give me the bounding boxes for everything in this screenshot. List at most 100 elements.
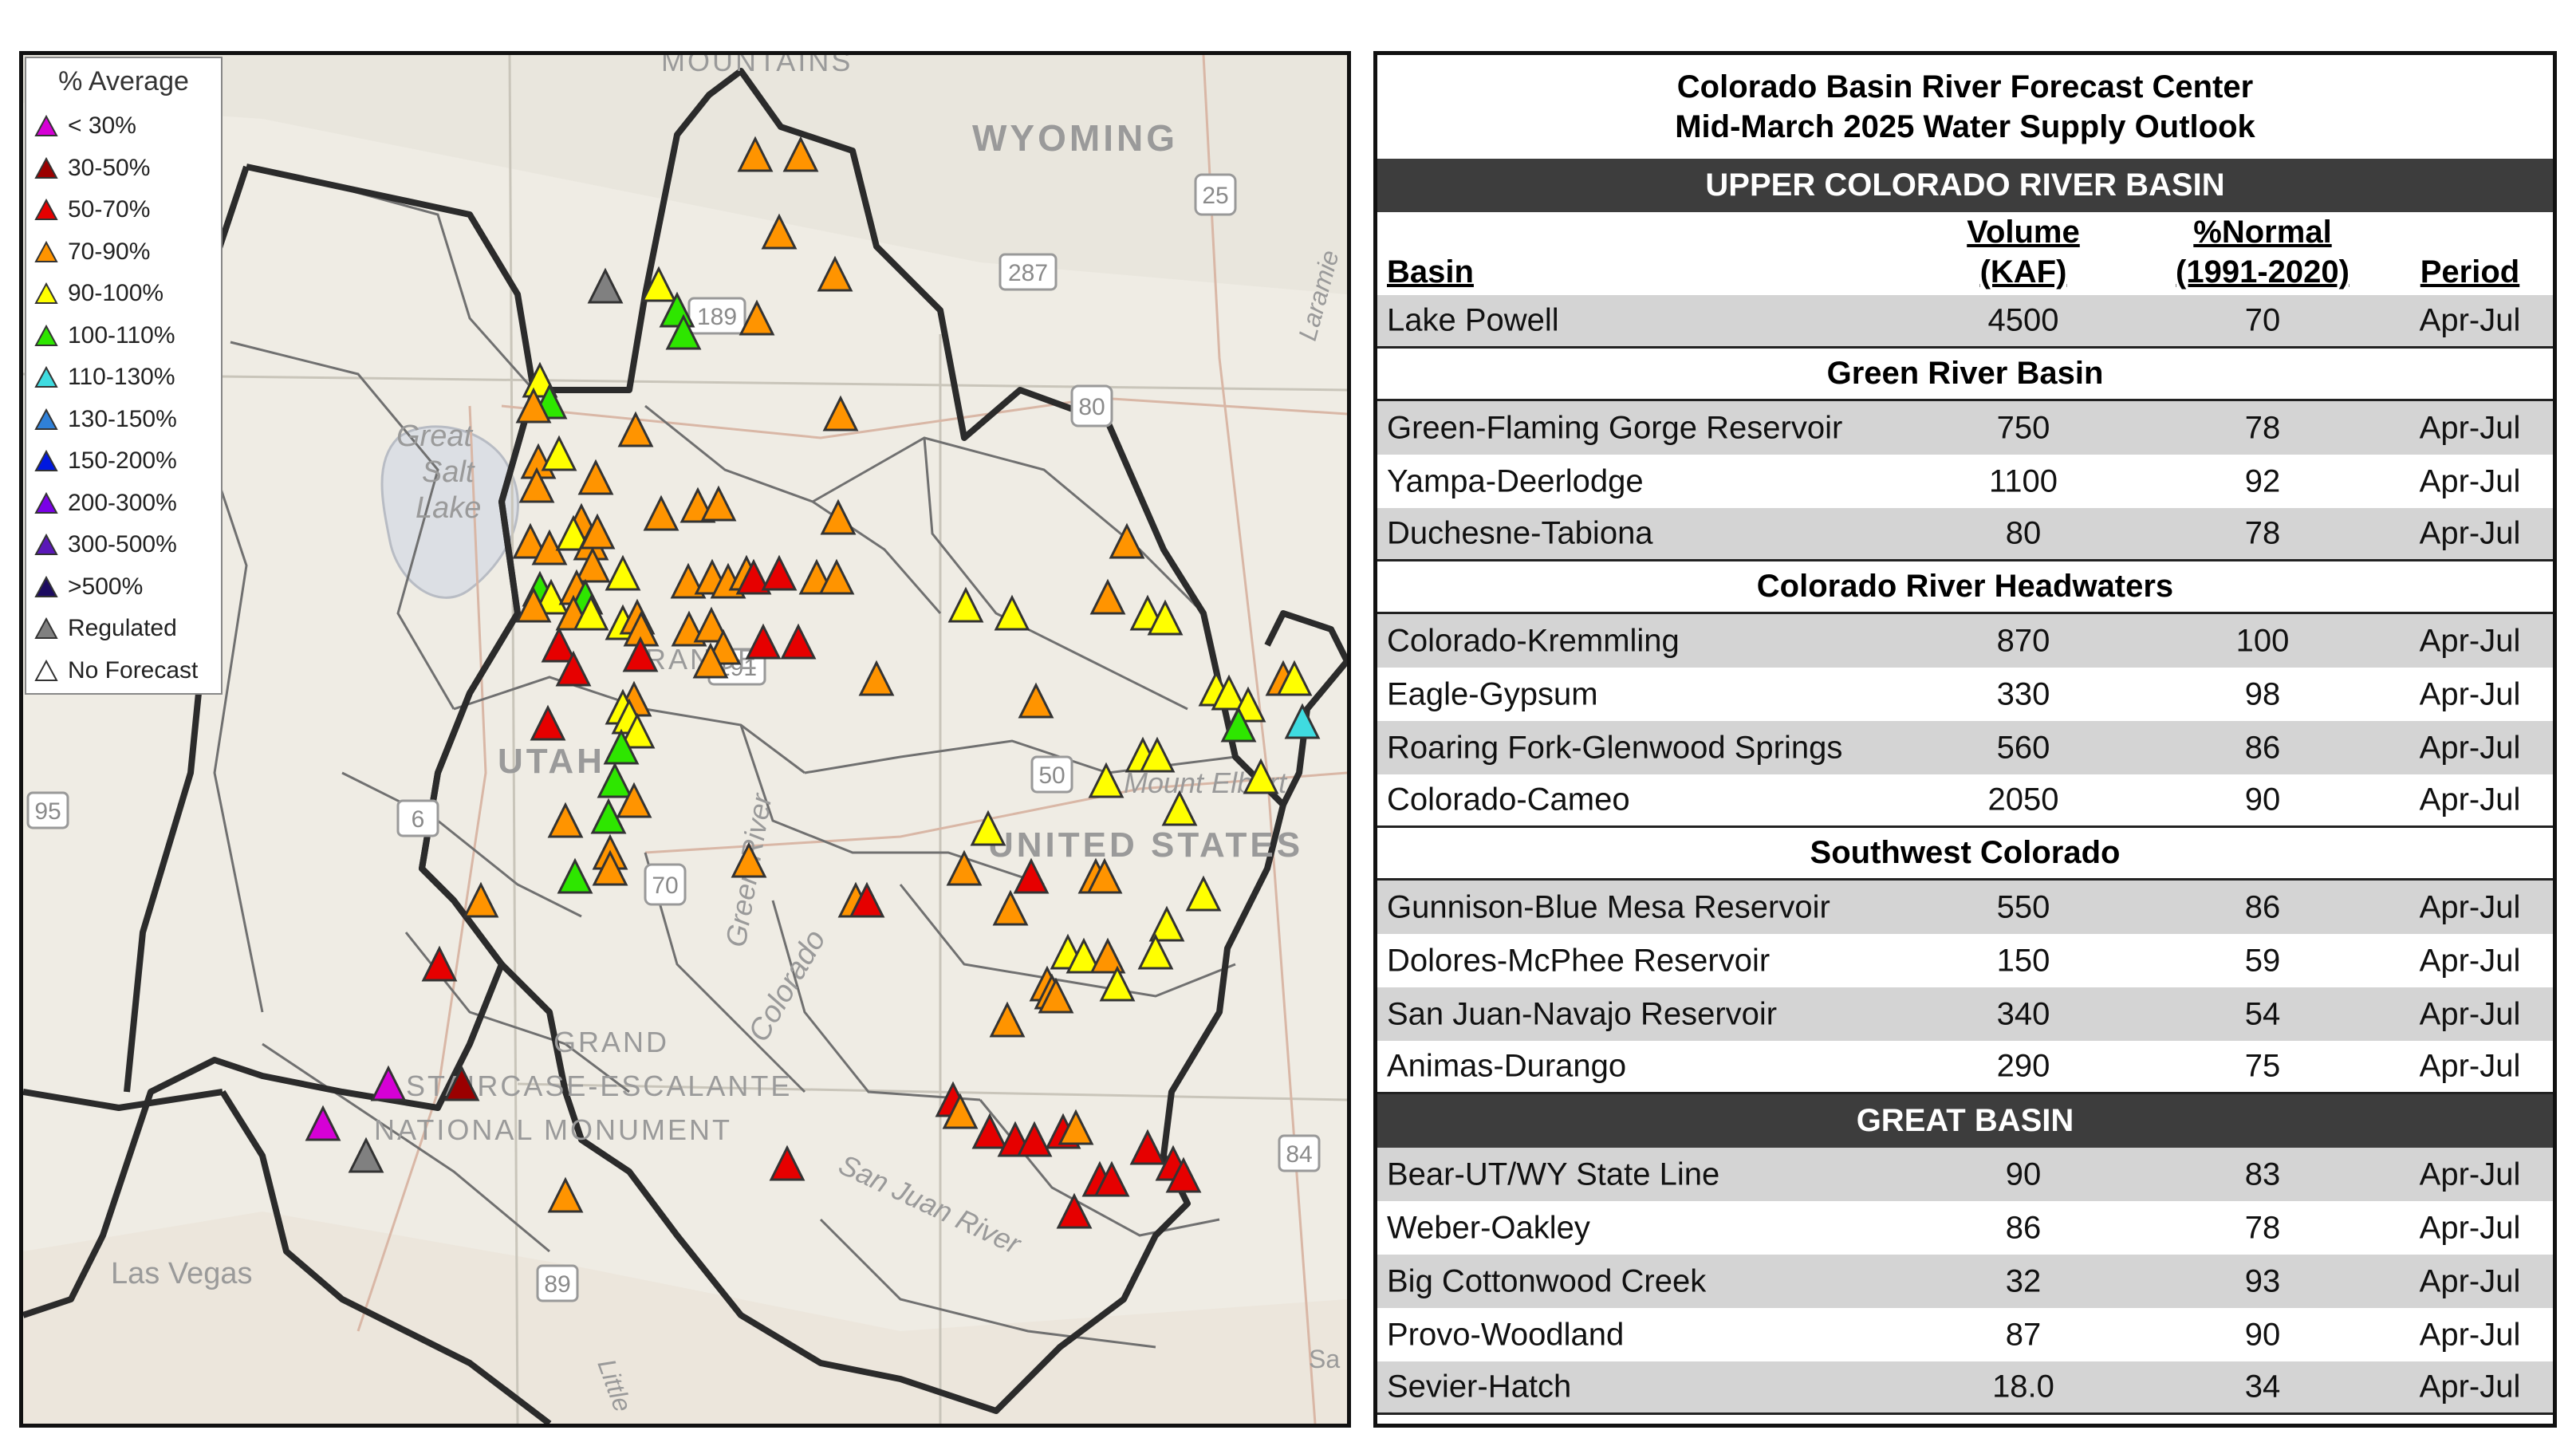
forecast-point-triangle[interactable] [541,435,577,471]
forecast-point-triangle[interactable] [515,387,552,424]
forecast-point-triangle[interactable] [1148,905,1185,942]
forecast-point-triangle[interactable] [1093,1160,1130,1197]
forecast-point-triangle[interactable] [603,728,640,765]
forecast-point-triangle[interactable] [700,485,737,522]
legend-item: 90-100% [34,273,213,315]
forecast-point-triangle[interactable] [1109,522,1145,559]
forecast-point-triangle[interactable] [1185,875,1222,912]
legend-label: 90-100% [68,280,164,307]
forecast-point-triangle[interactable] [1243,758,1279,794]
forecast-point-triangle[interactable] [1089,578,1126,615]
forecast-point-triangle[interactable] [541,626,577,663]
forecast-point-triangle[interactable] [463,881,499,918]
header-pct-normal: %Normal (1991-2020) [2167,212,2358,292]
forecast-point-triangle[interactable] [989,1001,1026,1038]
forecast-point-triangle[interactable] [305,1105,341,1141]
forecast-point-triangle[interactable] [547,802,584,838]
forecast-point-triangle[interactable] [579,513,616,550]
forecast-point-triangle[interactable] [761,554,798,591]
forecast-point-triangle[interactable] [693,606,730,643]
forecast-point-triangle[interactable] [858,660,895,696]
forecast-point-triangle[interactable] [1099,965,1136,1002]
forecast-point-triangle[interactable] [622,636,659,672]
forecast-point-triangle[interactable] [737,136,774,172]
forecast-point-triangle[interactable] [1161,790,1198,826]
forecast-point-triangle[interactable] [577,459,614,495]
forecast-point-triangle[interactable] [587,267,624,304]
forecast-point-triangle[interactable] [992,889,1029,926]
forecast-point-triangle[interactable] [1211,674,1247,711]
forecast-point-triangle[interactable] [1139,736,1176,773]
forecast-point-triangle[interactable] [1018,682,1054,719]
forecast-point-triangle[interactable] [597,762,633,798]
forecast-point-triangle[interactable] [605,554,641,591]
forecast-point-triangle[interactable] [735,558,772,595]
forecast-point-triangle[interactable] [557,857,593,894]
table-row: Sevier-Hatch 18.0 34 Apr-Jul [1377,1361,2553,1415]
forecast-point-triangle[interactable] [817,255,853,292]
forecast-point-triangle[interactable] [769,1145,805,1181]
basin-forecast-map[interactable]: 25 287 80 189 191 50 6 70 95 84 89 WYOMI… [19,51,1351,1428]
forecast-point-triangle[interactable] [782,136,819,172]
forecast-point-triangle[interactable] [590,798,627,834]
forecast-point-triangle[interactable] [1038,977,1074,1014]
forecast-point-triangle[interactable] [515,586,552,623]
forecast-point-triangle[interactable] [947,586,984,623]
forecast-point-triangle[interactable] [665,313,702,350]
forecast-point-triangle[interactable] [547,1176,584,1213]
forecast-point-triangle[interactable] [745,623,782,660]
forecast-point-triangle[interactable] [640,266,677,302]
forecast-point-triangle[interactable] [555,650,592,687]
forecast-point-triangle[interactable] [1013,857,1050,894]
forecast-point-triangle[interactable] [1276,660,1313,696]
forecast-point-triangle[interactable] [1137,933,1174,970]
forecast-point-triangle[interactable] [692,642,729,679]
forecast-point-triangle[interactable] [592,849,628,886]
forecast-point-triangle[interactable] [1147,599,1184,636]
cell-pct: 78 [2244,410,2281,445]
forecast-point-triangle[interactable] [1058,1109,1094,1145]
forecast-point-triangle[interactable] [518,467,555,503]
forecast-point-triangle[interactable] [574,546,611,583]
forecast-point-triangle[interactable] [849,881,885,918]
forecast-point-triangle[interactable] [1220,706,1257,743]
forecast-point-triangle[interactable] [619,712,656,749]
forecast-point-triangle[interactable] [942,1093,979,1129]
forecast-point-triangle[interactable] [818,558,855,595]
forecast-point-triangle[interactable] [1086,857,1123,894]
map-canvas[interactable]: 25 287 80 189 191 50 6 70 95 84 89 WYOMI… [23,55,1347,1424]
forecast-point-triangle[interactable] [820,498,857,535]
forecast-point-triangle[interactable] [555,514,592,551]
forecast-point-triangle[interactable] [617,411,654,447]
forecast-point-triangle[interactable] [1088,762,1125,798]
forecast-point-triangle[interactable] [971,1113,1008,1149]
forecast-point-triangle[interactable] [1165,1156,1202,1193]
forecast-point-triangle[interactable] [1056,1192,1093,1229]
forecast-point-triangle[interactable] [822,395,859,431]
forecast-point-triangle[interactable] [443,1065,480,1101]
forecast-point-triangle[interactable] [970,810,1006,846]
forecast-point-triangle[interactable] [533,578,569,615]
forecast-point-triangle[interactable] [530,704,566,741]
cell-volume: 80 [2005,515,2042,551]
forecast-point-triangle[interactable] [946,849,983,886]
forecast-point-triangle[interactable] [1129,1129,1166,1165]
forecast-point-triangle[interactable] [1065,937,1102,974]
forecast-point-triangle[interactable] [616,782,652,818]
forecast-point-triangle[interactable] [370,1065,407,1101]
forecast-point-triangle[interactable] [1016,1121,1053,1157]
forecast-point-triangle[interactable] [421,945,458,982]
forecast-point-triangle[interactable] [1284,703,1321,739]
forecast-point-triangle[interactable] [761,213,798,250]
forecast-point-triangle[interactable] [573,594,609,631]
shield-6-label: 6 [412,806,425,833]
forecast-point-triangle[interactable] [670,562,707,599]
forecast-point-triangle[interactable] [1089,937,1126,974]
forecast-point-triangle[interactable] [994,594,1030,631]
forecast-point-triangle[interactable] [780,623,817,660]
forecast-point-triangle[interactable] [643,494,679,531]
forecast-point-triangle[interactable] [739,299,775,336]
forecast-point-triangle[interactable] [512,522,549,559]
forecast-point-triangle[interactable] [348,1137,384,1173]
forecast-point-triangle[interactable] [731,841,767,878]
